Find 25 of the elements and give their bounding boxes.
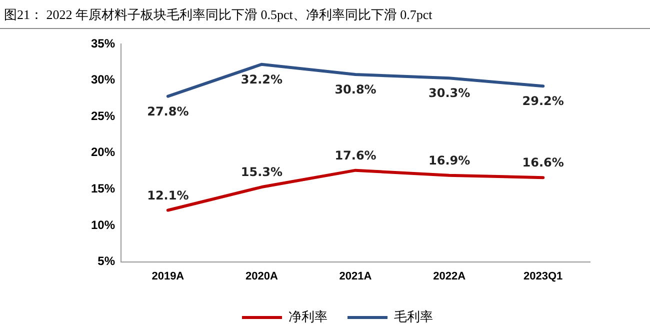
data-label: 12.1%: [147, 188, 189, 202]
x-tick-label: 2020A: [246, 270, 278, 282]
y-tick-label: 5%: [98, 254, 116, 268]
data-label: 30.3%: [428, 86, 470, 100]
data-label: 16.6%: [522, 156, 564, 170]
y-tick-label: 20%: [90, 145, 116, 160]
data-label: 29.2%: [522, 94, 564, 108]
y-tick-label: 35%: [90, 36, 116, 50]
data-label: 27.8%: [147, 104, 189, 118]
legend-label: 净利率: [288, 308, 328, 325]
data-label: 30.8%: [334, 82, 376, 97]
x-tick-label: 2019A: [152, 270, 184, 282]
data-label: 15.3%: [240, 165, 283, 180]
y-tick-label: 25%: [90, 108, 116, 123]
chart-title: 图21： 2022 年原材料子板块毛利率同比下滑 0.5pct、净利率同比下滑 0.7pct: [0, 0, 650, 29]
x-tick-label: 2023Q1: [524, 270, 563, 282]
data-label: 17.6%: [334, 148, 376, 162]
x-tick-label: 2021A: [339, 270, 372, 282]
y-tick-label: 15%: [90, 182, 116, 196]
x-tick-label: 2022A: [433, 270, 466, 282]
y-tick-label: 30%: [90, 72, 116, 87]
data-label: 32.2%: [240, 72, 283, 86]
legend-label: 毛利率: [394, 308, 433, 325]
data-label: 16.9%: [428, 154, 470, 168]
y-tick-label: 10%: [90, 218, 116, 232]
